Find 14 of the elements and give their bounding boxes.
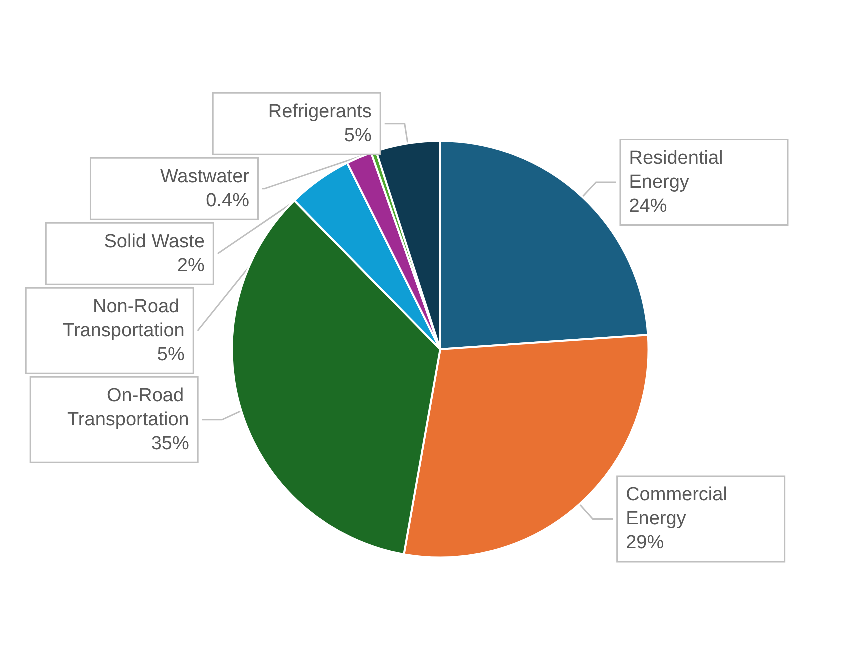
slice-label: Solid Waste	[104, 231, 205, 252]
slice-label: Non-Road Transportation	[63, 296, 185, 342]
slice-label: On-Road Transportation	[68, 385, 190, 430]
data-label: 0.4%	[206, 190, 250, 212]
data-label: 35%	[151, 433, 190, 454]
slice-label: Commercial Energy	[626, 484, 733, 530]
data-label: 2%	[177, 255, 205, 276]
data-label: 24%	[629, 196, 668, 218]
data-label: 29%	[626, 532, 664, 554]
slice-label: Refrigerants	[268, 101, 372, 122]
slice-label: Residential Energy	[629, 148, 729, 194]
data-label: 5%	[157, 344, 185, 366]
slice-label: Wastwater	[160, 166, 250, 188]
data-label: 5%	[344, 125, 372, 146]
